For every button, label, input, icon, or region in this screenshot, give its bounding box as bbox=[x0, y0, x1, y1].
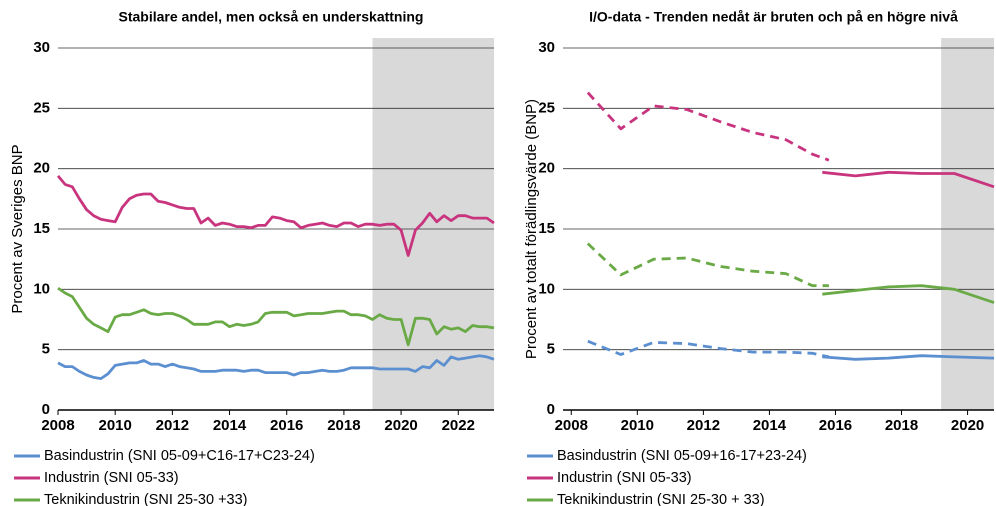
legend-label: Industrin (SNI 05-33) bbox=[557, 470, 692, 486]
x-tick-label: 2020 bbox=[384, 417, 417, 434]
x-tick-label: 2008 bbox=[41, 417, 74, 434]
x-tick-label: 2014 bbox=[213, 417, 247, 434]
y-tick-label: 30 bbox=[33, 39, 50, 56]
shaded-region bbox=[941, 38, 994, 410]
y-tick-label: 25 bbox=[33, 99, 50, 116]
x-tick-label: 2012 bbox=[156, 417, 189, 434]
y-tick-label: 30 bbox=[538, 39, 555, 56]
y-tick-label: 20 bbox=[538, 160, 555, 177]
y-tick-label: 5 bbox=[42, 341, 50, 358]
y-tick-label: 15 bbox=[538, 220, 555, 237]
x-tick-label: 2018 bbox=[885, 417, 918, 434]
legend-label: Basindustrin (SNI 05-09+C16-17+C23-24) bbox=[44, 448, 315, 464]
x-tick-label: 2014 bbox=[753, 417, 787, 434]
legend-label: Industrin (SNI 05-33) bbox=[44, 470, 179, 486]
y-tick-label: 20 bbox=[33, 160, 50, 177]
x-tick-label: 2010 bbox=[98, 417, 131, 434]
y-tick-label: 5 bbox=[547, 341, 555, 358]
legend-label: Basindustrin (SNI 05-09+16-17+23-24) bbox=[557, 448, 807, 464]
y-tick-label: 10 bbox=[33, 280, 50, 297]
y-tick-label: 10 bbox=[538, 280, 555, 297]
series-line bbox=[57, 286, 495, 347]
y-axis-label: Procent av Sveriges BNP bbox=[9, 144, 26, 313]
y-tick-label: 15 bbox=[33, 220, 50, 237]
series-line-dashed bbox=[587, 339, 830, 359]
chart-title: I/O-data - Trenden nedåt är bruten och p… bbox=[589, 9, 958, 25]
x-tick-label: 2012 bbox=[687, 417, 720, 434]
x-tick-label: 2018 bbox=[327, 417, 360, 434]
legend-label: Teknikindustrin (SNI 25-30 + 33) bbox=[557, 492, 765, 506]
series-line bbox=[57, 354, 495, 380]
y-tick-label: 0 bbox=[42, 401, 50, 418]
y-axis-label: Procent av totalt förädlingsvärde (BNP) bbox=[523, 99, 540, 359]
x-tick-label: 2020 bbox=[951, 417, 984, 434]
x-tick-label: 2008 bbox=[555, 417, 588, 434]
x-tick-label: 2022 bbox=[442, 417, 475, 434]
series-line bbox=[822, 170, 995, 189]
legend-label: Teknikindustrin (SNI 25-30 +33) bbox=[44, 492, 248, 506]
series-line bbox=[822, 354, 995, 361]
x-tick-label: 2016 bbox=[819, 417, 852, 434]
series-line bbox=[822, 284, 995, 304]
series-line bbox=[56, 175, 495, 257]
x-tick-label: 2010 bbox=[621, 417, 654, 434]
y-tick-label: 0 bbox=[547, 401, 555, 418]
chart-title: Stabilare andel, men också en underskatt… bbox=[119, 9, 424, 25]
x-tick-label: 2016 bbox=[270, 417, 303, 434]
y-tick-label: 25 bbox=[538, 99, 555, 116]
series-line-dashed bbox=[586, 242, 829, 288]
series-line-dashed bbox=[586, 91, 830, 162]
